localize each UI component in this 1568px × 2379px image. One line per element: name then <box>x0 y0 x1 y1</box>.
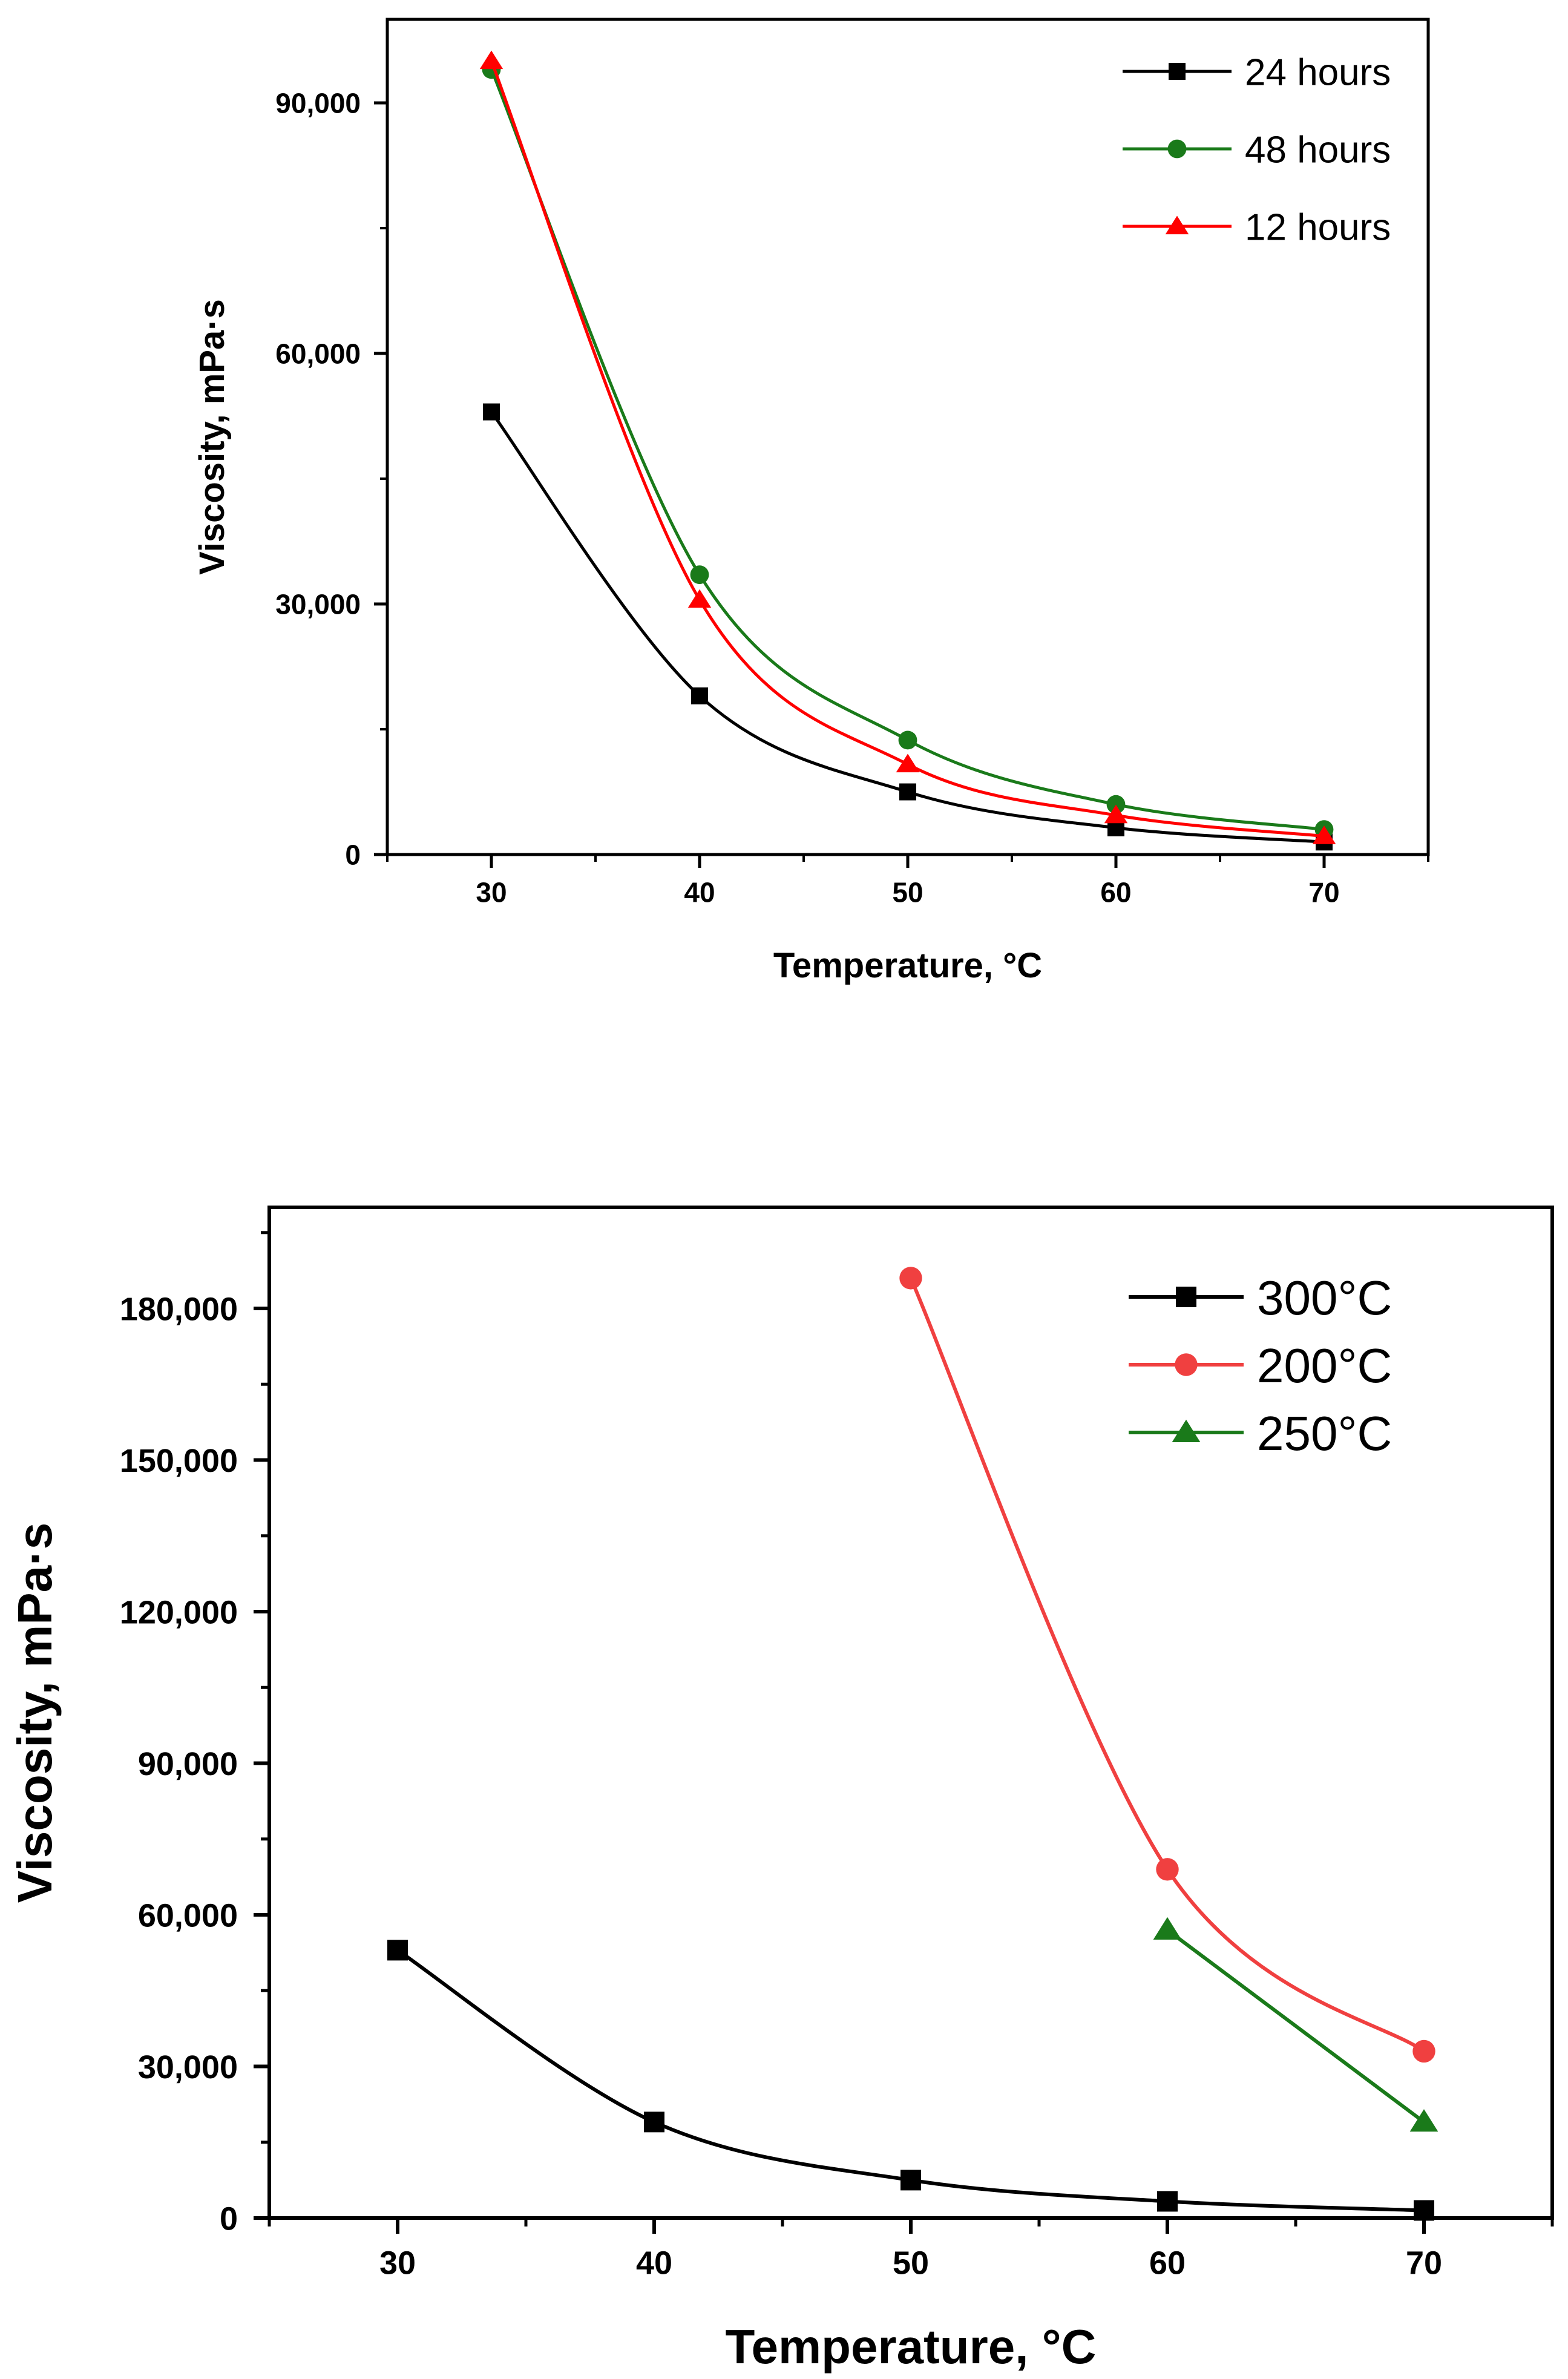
data-point <box>483 403 500 421</box>
data-point <box>899 783 916 801</box>
y-tick-label: 150,000 <box>120 1443 238 1479</box>
legend-label: 250°C <box>1257 1406 1392 1460</box>
x-tick-label: 30 <box>379 2245 416 2282</box>
legend-label: 300°C <box>1257 1271 1392 1325</box>
data-point <box>1412 2039 1435 2063</box>
legend-label: 24 hours <box>1245 51 1391 93</box>
data-point <box>1153 1917 1182 1940</box>
data-point <box>479 50 504 70</box>
x-axis-title: Temperature, °C <box>773 946 1042 985</box>
y-tick-label: 0 <box>345 839 361 871</box>
data-point <box>690 565 709 585</box>
x-tick-label: 60 <box>1100 877 1131 908</box>
data-point <box>898 730 917 750</box>
x-tick-label: 70 <box>1406 2245 1442 2282</box>
legend-marker <box>1165 215 1189 235</box>
data-point <box>1156 1858 1179 1881</box>
series-line-2 <box>490 68 1325 832</box>
y-tick-label: 30,000 <box>275 589 361 620</box>
legend-label: 48 hours <box>1245 129 1391 171</box>
x-tick-label: 40 <box>636 2245 672 2282</box>
x-tick-label: 50 <box>892 877 923 908</box>
legend-marker <box>1169 63 1186 80</box>
legend-marker <box>1172 1419 1201 1442</box>
y-tick-label: 60,000 <box>138 1897 238 1934</box>
y-tick-label: 180,000 <box>120 1291 238 1327</box>
data-point <box>1104 804 1128 824</box>
x-axis-title: Temperature, °C <box>726 2320 1097 2374</box>
x-tick-label: 40 <box>684 877 715 908</box>
chart-top: 30 40 50 60 70 0 30,000 60,000 90,000 Temperature… <box>192 18 1430 985</box>
legend-marker <box>1176 1287 1196 1307</box>
data-point <box>387 1940 408 1961</box>
data-point <box>691 687 708 704</box>
data-point <box>896 753 920 773</box>
data-point <box>900 2170 921 2191</box>
legend-marker <box>1175 1353 1198 1376</box>
y-tick-label: 0 <box>220 2200 238 2237</box>
x-tick-label: 50 <box>893 2245 929 2282</box>
series-line-1 <box>490 411 1325 844</box>
y-tick-label: 90,000 <box>275 88 361 119</box>
legend-label: 200°C <box>1257 1339 1392 1393</box>
data-point <box>1106 795 1126 814</box>
chart-bottom: 30 40 50 60 70 0 30,000 60,000 90,000 120,000 150,… <box>8 1206 1554 2374</box>
y-axis-title: Viscosity, mPa·s <box>8 1523 62 1903</box>
y-tick-label: 120,000 <box>120 1594 238 1630</box>
y-tick-label: 30,000 <box>138 2049 238 2085</box>
data-point <box>687 589 712 608</box>
data-point <box>1414 2200 1434 2221</box>
y-axis-title: Viscosity, mPa·s <box>192 299 232 575</box>
data-point <box>1312 825 1336 844</box>
data-point <box>644 2112 664 2133</box>
legend-marker <box>1167 139 1187 159</box>
x-tick-label: 60 <box>1149 2245 1186 2282</box>
x-tick-label: 70 <box>1308 877 1339 908</box>
x-tick-label: 30 <box>476 877 507 908</box>
legend-label: 12 hours <box>1245 206 1391 248</box>
series-line-3 <box>490 61 1325 838</box>
series-line-2 <box>909 1277 1425 2053</box>
data-point <box>899 1267 922 1290</box>
data-point <box>1409 2109 1438 2132</box>
y-tick-label: 60,000 <box>275 338 361 370</box>
y-tick-label: 90,000 <box>138 1746 238 1782</box>
data-point <box>1157 2191 1178 2212</box>
series-line-3 <box>1166 1928 1425 2124</box>
